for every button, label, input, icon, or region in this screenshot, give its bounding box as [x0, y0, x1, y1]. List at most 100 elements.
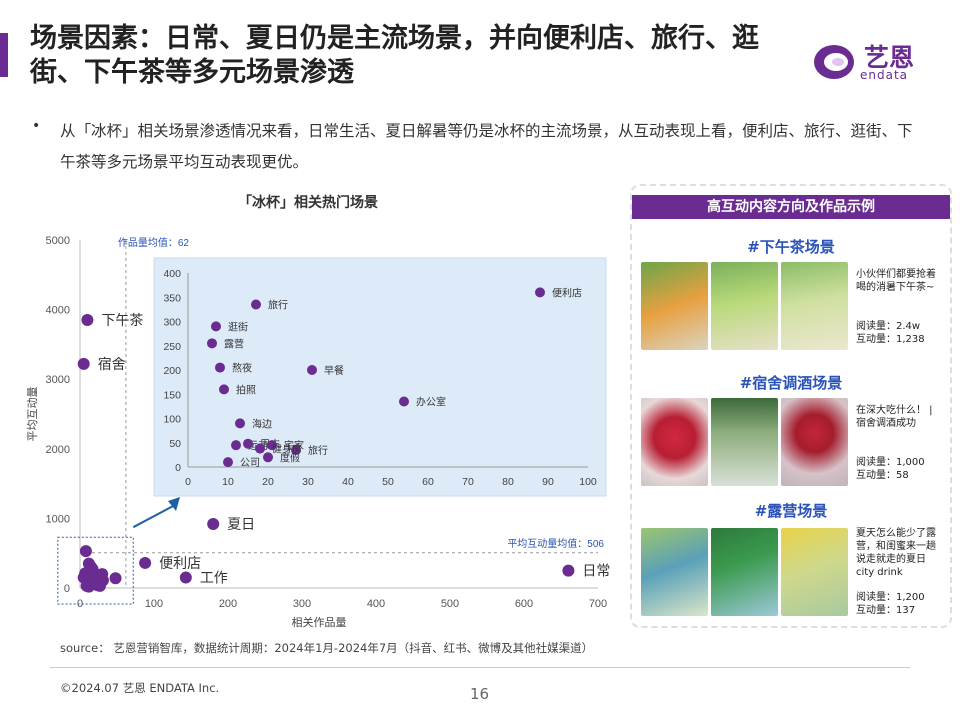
y-tick-label: 0 [64, 583, 70, 595]
x-tick-label: 0 [77, 598, 83, 610]
data-point-label: 工作 [200, 570, 228, 586]
cherry-drink-cup-photo [781, 398, 848, 486]
title-accent-bar [0, 33, 8, 77]
y-tick-label: 4000 [46, 305, 70, 317]
section-title-dorm: #宿舍调酒场景 [739, 374, 843, 392]
zoom-region-box [57, 536, 134, 605]
data-point-label: 宿舍 [98, 356, 126, 372]
inset-data-point-label: 逛街 [228, 320, 248, 333]
x-tick-label: 400 [367, 598, 385, 610]
logo-text-cn: 艺恩 [864, 43, 915, 72]
x-tick-label: 200 [219, 598, 237, 610]
chart-title: 「冰杯」相关热门场景 [238, 195, 378, 211]
section-desc-dorm: 在深大吃什么！ | 宿舍调酒成功 [856, 405, 933, 429]
x-axis-label: 相关作品量 [292, 615, 347, 629]
inset-data-point-label: 拍照 [236, 383, 256, 396]
inset-x-tick-label: 90 [542, 476, 554, 488]
inset-data-point [219, 384, 229, 395]
inset-data-point [535, 287, 545, 298]
interactions-count: 互动量：1,238 [856, 334, 925, 345]
x-tick-label: 700 [589, 598, 607, 610]
zoom-arrow-line [132, 504, 176, 529]
section-title-tea: #下午茶场景 [747, 238, 835, 256]
inset-data-point-label: 熬夜 [232, 362, 252, 375]
ice-cup-bottle-photo [711, 398, 778, 486]
inset-data-point [263, 452, 273, 463]
copyright: ©2024.07 艺恩 ENDATA Inc. [60, 681, 220, 695]
inset-x-tick-label: 100 [579, 476, 597, 488]
footer-divider [50, 667, 910, 668]
inset-x-tick-label: 30 [302, 476, 314, 488]
data-point-label: 下午茶 [101, 312, 143, 328]
data-point [93, 579, 106, 592]
inset-data-point [215, 362, 225, 373]
inset-y-tick-label: 200 [163, 365, 181, 377]
y-tick-label: 2000 [46, 444, 70, 456]
inset-data-point-label: 旅行 [308, 444, 328, 457]
data-point [77, 357, 90, 370]
data-point [139, 556, 152, 569]
reads-count: 阅读量：1,200 [856, 592, 925, 603]
page-number: 16 [470, 685, 490, 703]
inset-y-tick-label: 0 [175, 462, 181, 474]
x-tick-label: 100 [145, 598, 163, 610]
data-point-label: 日常 [582, 563, 610, 579]
inset-data-point-label: 健身房 [272, 443, 302, 456]
inset-data-point [267, 440, 277, 451]
bullet-marker: • [32, 118, 41, 134]
section-stats-dorm: 阅读量：1,000 互动量：58 [856, 456, 936, 482]
inset-y-tick-label: 150 [163, 389, 181, 401]
inset-y-tick-label: 50 [169, 438, 181, 450]
inset-data-point [243, 438, 253, 449]
inset-data-point-label: 早餐 [324, 364, 344, 377]
inset-x-tick-label: 60 [422, 476, 434, 488]
examples-panel-header: 高互动内容方向及作品示例 [632, 195, 950, 219]
mean-x-label: 作品量均值：62 [118, 236, 190, 249]
endata-logo: 艺恩 endata [812, 38, 932, 84]
data-point [81, 314, 94, 327]
inset-data-point-label: 旅行 [268, 299, 288, 312]
inset-y-tick-label: 350 [163, 292, 181, 304]
data-point [562, 564, 575, 577]
data-point [179, 571, 192, 584]
inset-data-point [211, 321, 221, 332]
inset-data-point [251, 299, 261, 310]
data-point-label: 便利店 [159, 555, 201, 571]
reads-count: 阅读量：1,000 [856, 457, 925, 468]
data-point [80, 579, 93, 592]
interactions-count: 互动量：137 [856, 605, 916, 616]
inset-data-point [207, 338, 217, 349]
lemon-ice-cups-photo [781, 528, 848, 616]
tea-drinks-lawn-photo [711, 262, 778, 350]
section-stats-tea: 阅读量：2.4w 互动量：1,238 [856, 320, 936, 346]
inset-data-point [231, 440, 241, 451]
interactions-count: 互动量：58 [856, 470, 909, 481]
data-point-label: 夏日 [227, 516, 255, 532]
inset-data-point [399, 396, 409, 407]
y-axis-label: 平均互动量 [26, 387, 39, 442]
camping-drinks-photo [641, 528, 708, 616]
inset-data-point-label: 海边 [252, 417, 272, 430]
source-note: source： 艺恩营销智库，数据统计周期：2024年1月-2024年7月（抖音… [60, 641, 594, 655]
inset-x-tick-label: 50 [382, 476, 394, 488]
beer-cans-ice-photo [711, 528, 778, 616]
endata-logo-icon [814, 45, 854, 79]
inset-data-point [223, 457, 233, 468]
inset-x-tick-label: 0 [185, 476, 191, 488]
inset-data-point-label: 度假 [280, 451, 300, 464]
inset-x-tick-label: 20 [262, 476, 274, 488]
logo-text-en: endata [860, 68, 909, 82]
section-title-camping: #露营场景 [754, 502, 828, 520]
inset-x-tick-label: 40 [342, 476, 354, 488]
inset-background [153, 257, 607, 497]
inset-x-tick-label: 70 [462, 476, 474, 488]
data-point [207, 517, 220, 530]
inset-data-point-label: 公司 [240, 458, 260, 469]
inset-x-tick-label: 10 [222, 476, 234, 488]
y-tick-label: 5000 [46, 235, 70, 247]
mean-y-label: 平均互动量均值：506 [507, 537, 604, 550]
inset-x-tick-label: 80 [502, 476, 514, 488]
data-point [109, 572, 122, 585]
inset-data-point [235, 418, 245, 429]
